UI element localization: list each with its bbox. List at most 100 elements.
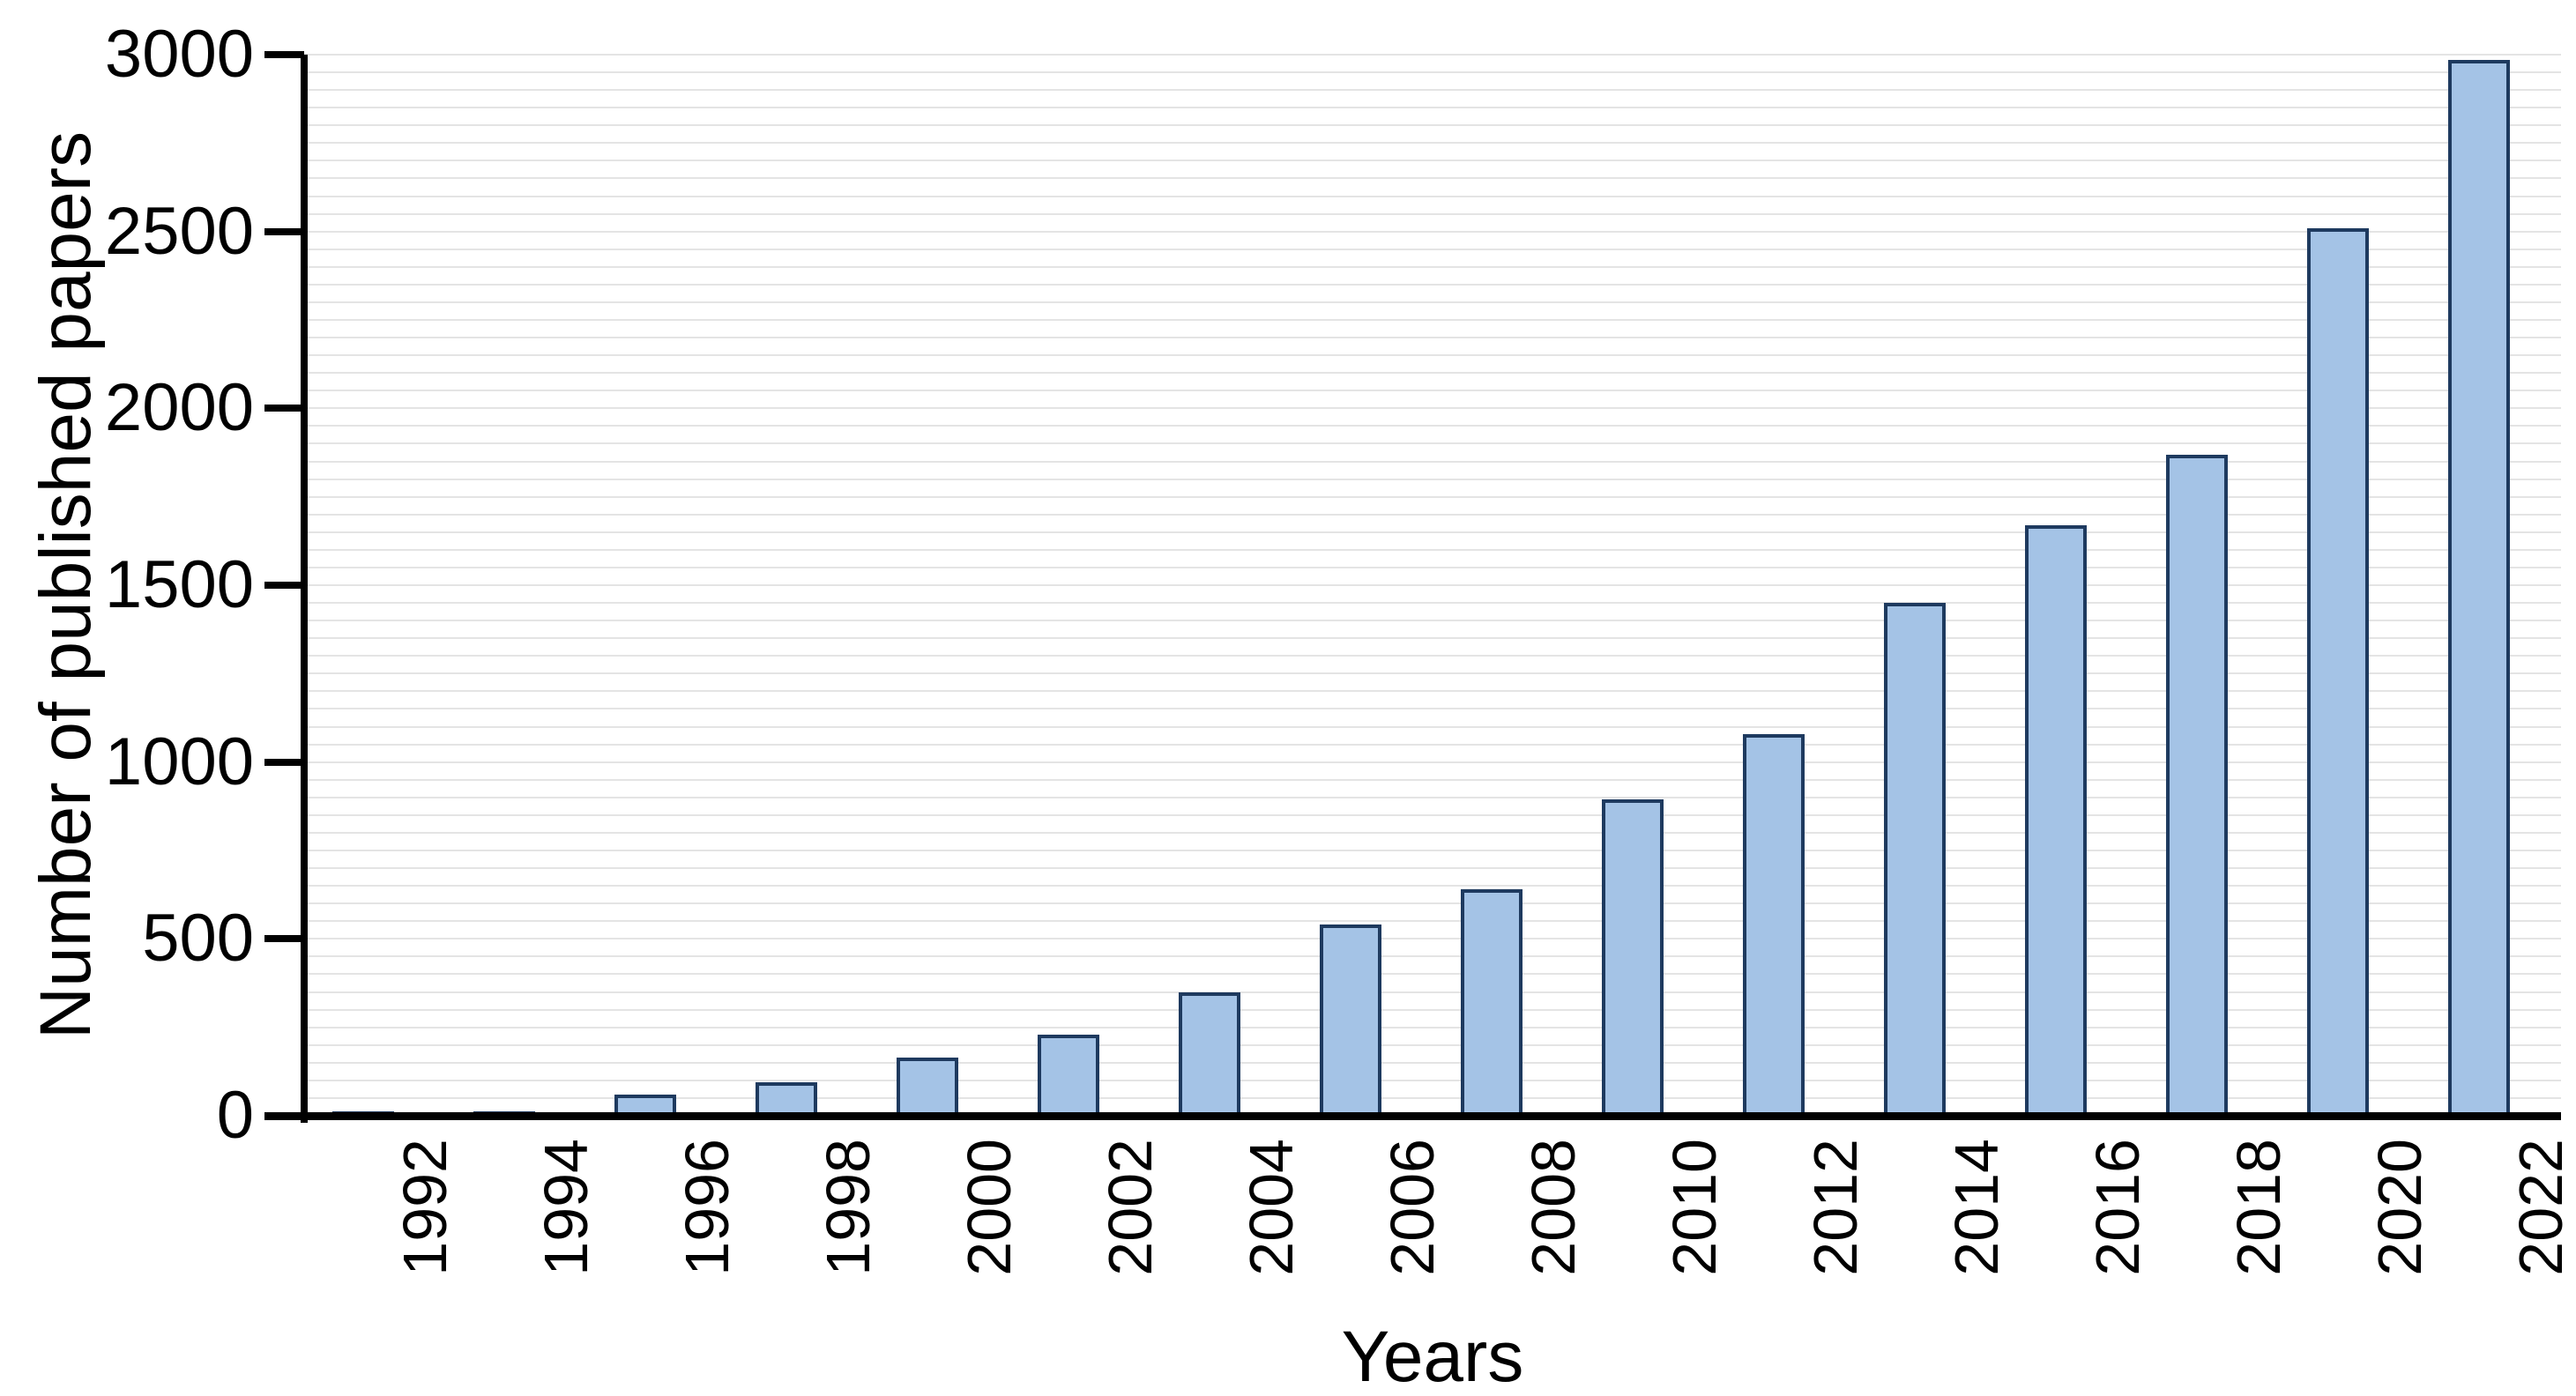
gridline	[304, 301, 2561, 303]
gridline	[304, 991, 2561, 993]
gridline	[304, 230, 2561, 233]
gridline	[304, 1026, 2561, 1028]
y-tick-label: 2000	[104, 370, 254, 445]
gridline	[304, 1043, 2561, 1046]
bar-2014	[1884, 603, 1946, 1116]
gridline	[304, 407, 2561, 410]
x-tick-label: 1994	[532, 1139, 600, 1276]
gridline	[304, 1096, 2561, 1099]
y-tick-label: 1000	[104, 724, 254, 799]
gridline	[304, 212, 2561, 215]
y-tick-label: 3000	[104, 17, 254, 92]
gridline	[304, 283, 2561, 286]
gridline	[304, 107, 2561, 109]
gridline	[304, 54, 2561, 56]
x-tick-label: 2006	[1378, 1139, 1447, 1276]
gridline	[304, 1061, 2561, 1064]
gridline	[304, 71, 2561, 74]
gridline	[304, 955, 2561, 958]
y-tick	[264, 228, 304, 235]
gridline	[304, 460, 2561, 463]
x-axis-title: Years	[1341, 1317, 1524, 1396]
gridline	[304, 867, 2561, 870]
bar-2010	[1602, 799, 1664, 1116]
gridline	[304, 690, 2561, 693]
gridline	[304, 655, 2561, 657]
gridline	[304, 708, 2561, 710]
y-tick	[264, 759, 304, 766]
gridline	[304, 1079, 2561, 1081]
bar-2002	[1038, 1035, 1099, 1116]
gridline	[304, 778, 2561, 781]
bar-2000	[897, 1058, 958, 1116]
gridline	[304, 337, 2561, 339]
y-tick-label: 2500	[104, 194, 254, 269]
gridline	[304, 813, 2561, 816]
gridline	[304, 142, 2561, 145]
gridline	[304, 938, 2561, 940]
x-axis-line	[264, 1112, 2561, 1120]
gridline	[304, 761, 2561, 763]
x-tick-label: 2016	[2083, 1139, 2152, 1276]
y-tick	[264, 405, 304, 412]
x-tick-label: 2012	[1801, 1139, 1870, 1276]
gridline	[304, 743, 2561, 746]
x-tick-label: 1998	[814, 1139, 882, 1276]
bar-2004	[1179, 992, 1240, 1116]
bar-1998	[756, 1082, 817, 1116]
y-tick	[264, 935, 304, 942]
x-tick-label: 2022	[2506, 1139, 2575, 1276]
x-tick-label: 1996	[673, 1139, 741, 1276]
gridline	[304, 177, 2561, 180]
y-axis-line	[301, 55, 308, 1123]
bar-2020	[2307, 228, 2369, 1116]
gridline	[304, 495, 2561, 498]
gridline	[304, 548, 2561, 551]
gridline	[304, 248, 2561, 250]
bar-2012	[1743, 734, 1805, 1116]
gridline	[304, 160, 2561, 162]
gridline	[304, 195, 2561, 197]
gridline	[304, 442, 2561, 445]
gridline	[304, 831, 2561, 834]
x-tick-label: 2010	[1660, 1139, 1729, 1276]
x-tick-label: 2002	[1096, 1139, 1165, 1276]
gridline	[304, 425, 2561, 427]
gridline	[304, 637, 2561, 640]
x-tick-label: 2020	[2365, 1139, 2434, 1276]
gridline	[304, 478, 2561, 480]
y-tick-label: 500	[142, 901, 254, 976]
gridline	[304, 89, 2561, 92]
gridline	[304, 602, 2561, 605]
x-tick-label: 2014	[1942, 1139, 2011, 1276]
y-tick	[264, 582, 304, 589]
y-tick	[264, 1112, 304, 1119]
bar-2022	[2448, 60, 2510, 1116]
gridline	[304, 124, 2561, 127]
x-tick-label: 2008	[1519, 1139, 1588, 1276]
gridline	[304, 796, 2561, 798]
gridline	[304, 885, 2561, 887]
plot-area	[304, 54, 2561, 1116]
gridline	[304, 390, 2561, 392]
gridline	[304, 354, 2561, 357]
gridline	[304, 372, 2561, 375]
gridline	[304, 513, 2561, 516]
bar-2016	[2025, 525, 2087, 1116]
y-tick	[264, 51, 304, 58]
x-tick-label: 2018	[2224, 1139, 2293, 1276]
gridline	[304, 902, 2561, 905]
y-tick-label: 0	[216, 1078, 254, 1153]
gridline	[304, 850, 2561, 851]
bar-2008	[1461, 889, 1523, 1116]
x-tick-label: 1992	[391, 1139, 459, 1276]
x-tick-label: 2000	[955, 1139, 1024, 1276]
gridline	[304, 973, 2561, 976]
gridline	[304, 566, 2561, 568]
bar-2006	[1320, 924, 1381, 1116]
gridline	[304, 672, 2561, 675]
gridline	[304, 584, 2561, 586]
gridline	[304, 620, 2561, 622]
x-tick-label: 2004	[1237, 1139, 1306, 1276]
